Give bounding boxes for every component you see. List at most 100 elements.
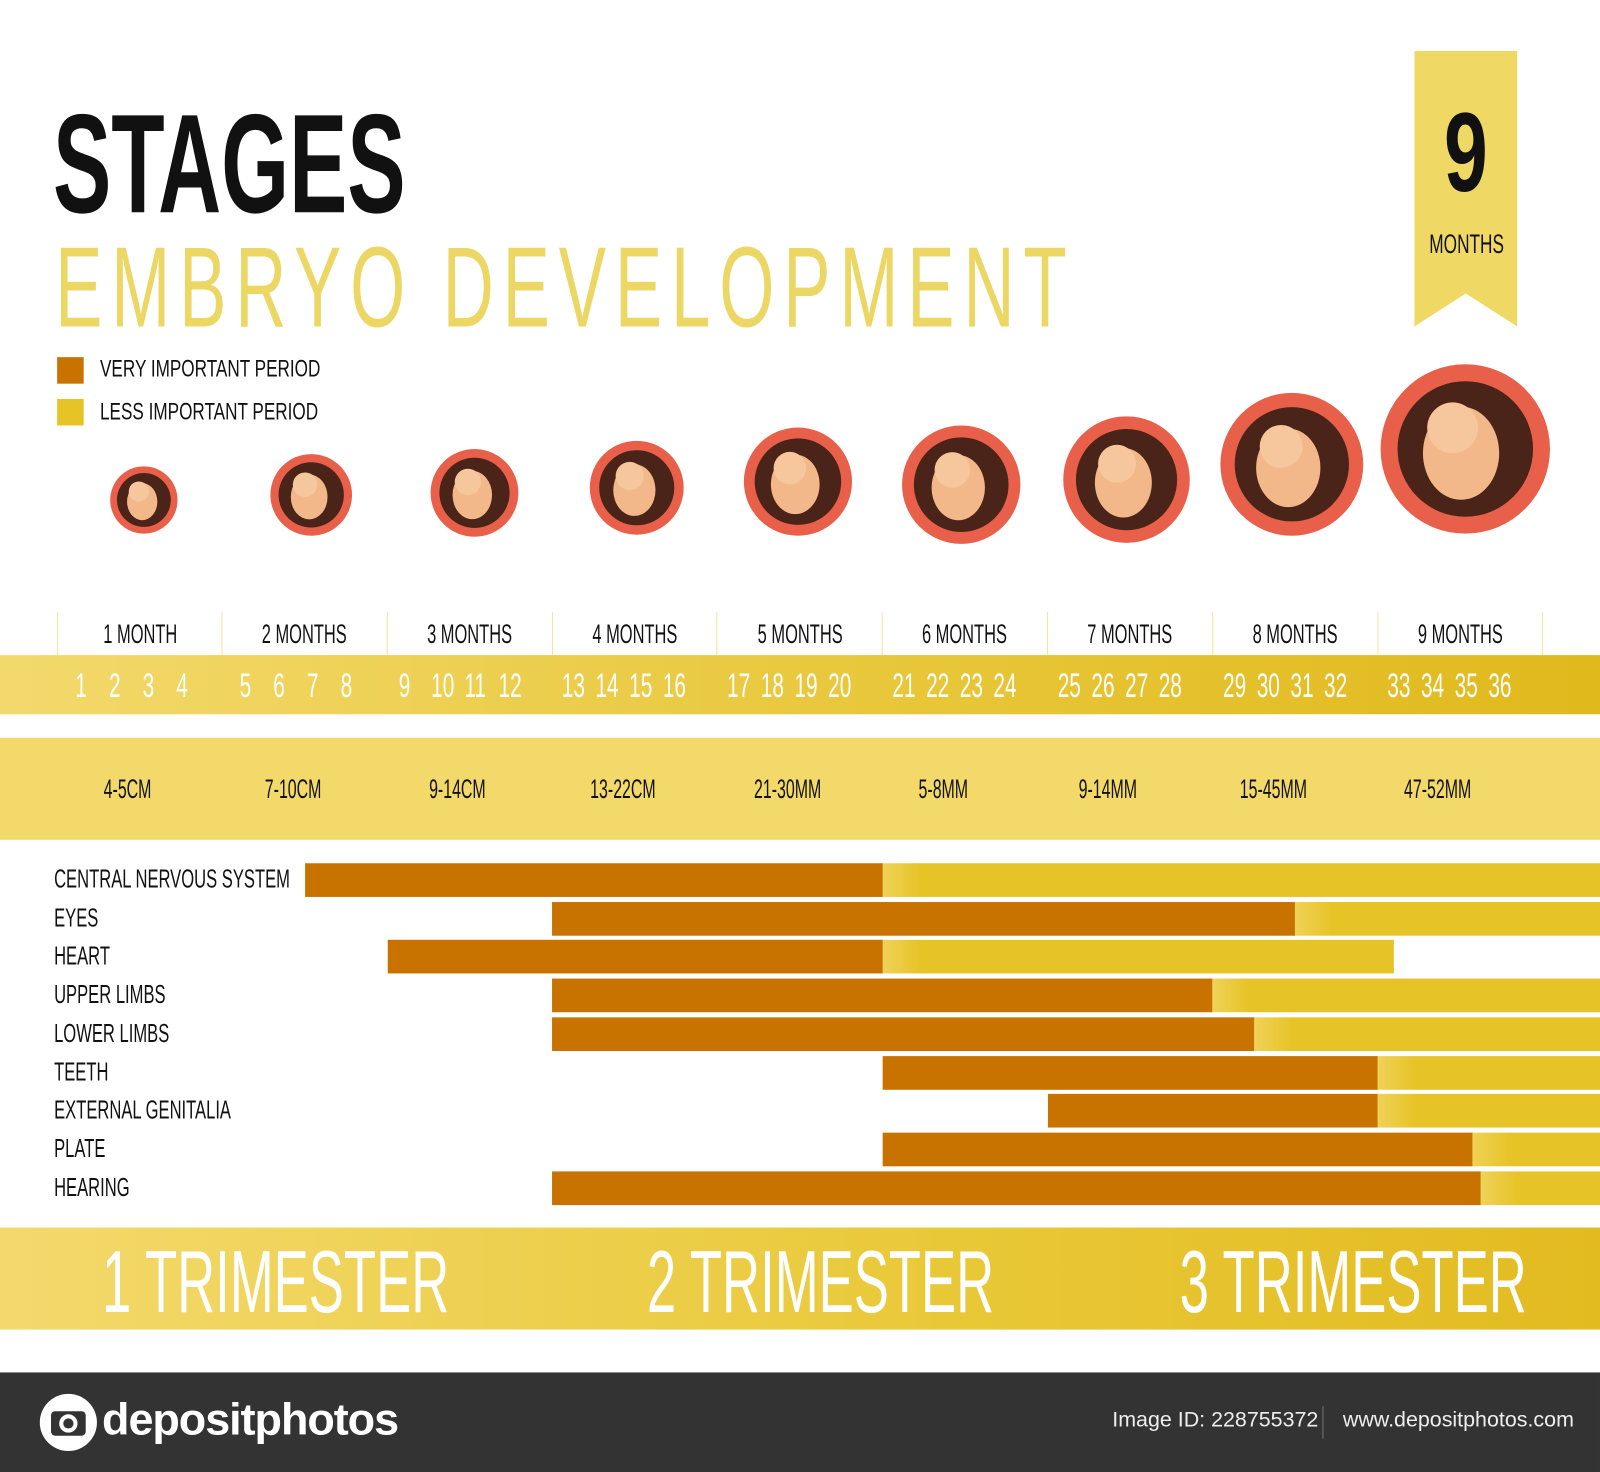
ribbon-label: MONTHS — [1428, 228, 1504, 260]
week-number: 7 — [307, 666, 319, 706]
legend-label-less-important: LESS IMPORTANT PERIOD — [99, 397, 319, 426]
size-label: 15-45MM — [1239, 773, 1307, 805]
organ-label: PLATE — [54, 1134, 106, 1164]
page-title: STAGES — [53, 94, 622, 235]
site-link[interactable]: www.depositphotos.com — [1342, 1408, 1574, 1432]
footer-divider — [1322, 1406, 1324, 1439]
size-label: 13-22CM — [590, 773, 656, 805]
trimester-3-label: 3 TRIMESTER — [1179, 1233, 1527, 1332]
week-number: 21 — [892, 666, 916, 706]
legend-label-very-important: VERY IMPORTANT PERIOD — [99, 355, 321, 383]
week-number: 6 — [273, 666, 286, 706]
embryo-illustrations — [110, 364, 1550, 544]
size-label: 9-14CM — [429, 773, 487, 805]
week-number: 28 — [1158, 666, 1182, 706]
week-number: 11 — [463, 666, 486, 706]
subtitle-text: EMBRYO DEVELOPMENT — [55, 223, 1076, 352]
months-ribbon — [1414, 51, 1518, 327]
week-number: 19 — [794, 666, 818, 706]
title-text: STAGES — [53, 85, 406, 243]
ribbon-number: 9 — [1443, 89, 1488, 216]
month-header: 2 MONTHS — [222, 612, 388, 656]
size-label: 7-10CM — [264, 773, 321, 805]
bar-very-important — [882, 1132, 1473, 1167]
month-header: 1 MONTH — [57, 612, 223, 656]
embryo-month-5-icon — [743, 427, 853, 536]
week-number: 27 — [1124, 666, 1149, 706]
bar-very-important — [1047, 1094, 1378, 1128]
bar-very-important — [387, 940, 883, 974]
week-number: 2 — [108, 666, 121, 706]
footer-bar — [0, 1372, 1600, 1472]
week-number: 10 — [430, 666, 454, 706]
week-number: 8 — [340, 666, 353, 706]
bar-less-important — [1251, 1017, 1600, 1051]
camera-logo-icon — [39, 1393, 97, 1452]
week-number: 31 — [1289, 666, 1314, 706]
month-header: 3 MONTHS — [387, 612, 553, 656]
week-number: 18 — [760, 666, 785, 706]
week-number: 20 — [828, 666, 852, 706]
month-header: 9 MONTHS — [1378, 612, 1544, 656]
page-subtitle: EMBRYO DEVELOPMENT — [55, 223, 1600, 352]
week-number: 24 — [993, 666, 1017, 706]
week-number: 9 — [398, 666, 411, 706]
month-header: 8 MONTHS — [1213, 612, 1379, 656]
week-number: 32 — [1323, 666, 1347, 706]
week-number: 1 — [74, 666, 87, 706]
embryo-month-4-icon — [589, 440, 684, 535]
size-label: 5-8MM — [918, 773, 968, 805]
week-number: 25 — [1057, 666, 1081, 706]
organ-label: UPPER LIMBS — [54, 980, 166, 1010]
organ-label: HEARING — [54, 1173, 130, 1202]
embryo-month-2-icon — [270, 454, 353, 536]
week-number: 35 — [1455, 666, 1479, 706]
trimester-band — [0, 1227, 1600, 1330]
embryo-month-6-icon — [902, 425, 1021, 544]
organ-label: LOWER LIMBS — [54, 1019, 170, 1048]
size-label: 9-14MM — [1078, 773, 1138, 805]
bar-very-important — [882, 1055, 1378, 1090]
week-number: 14 — [595, 666, 620, 706]
week-number: 12 — [498, 666, 522, 706]
size-label: 21-30MM — [754, 773, 822, 805]
month-header: 5 MONTHS — [718, 612, 883, 656]
month-header: 4 MONTHS — [552, 612, 718, 656]
organ-label: EXTERNAL GENITALIA — [54, 1096, 232, 1125]
brand-logo[interactable]: depositphotos — [102, 1394, 399, 1445]
bar-very-important — [552, 1171, 1481, 1205]
week-number: 5 — [239, 666, 252, 706]
embryo-month-3-icon — [430, 448, 519, 537]
legend-swatch-very-important — [57, 357, 84, 384]
week-number: 13 — [562, 666, 586, 706]
week-number: 23 — [959, 666, 983, 706]
embryo-month-7-icon — [1063, 416, 1190, 543]
trimester-2-label: 2 TRIMESTER — [646, 1233, 995, 1332]
organ-label: HEART — [54, 942, 110, 971]
week-number: 36 — [1488, 666, 1512, 706]
week-number: 22 — [926, 666, 950, 706]
bar-less-important — [1470, 1132, 1600, 1167]
bar-less-important — [1375, 1094, 1600, 1128]
embryo-month-8-icon — [1220, 392, 1364, 536]
week-number: 26 — [1091, 666, 1115, 706]
organ-label: EYES — [54, 903, 99, 933]
embryo-month-9-icon — [1380, 364, 1550, 534]
bar-less-important — [880, 863, 1600, 897]
bar-very-important — [552, 901, 1296, 936]
week-number: 34 — [1421, 666, 1445, 706]
trimester-1-label: 1 TRIMESTER — [102, 1233, 450, 1332]
week-number: 33 — [1387, 666, 1411, 706]
week-number: 30 — [1256, 666, 1280, 706]
size-band — [0, 737, 1600, 840]
bar-less-important — [880, 940, 1395, 974]
bar-less-important — [1375, 1055, 1600, 1090]
week-band — [0, 655, 1600, 715]
week-number: 17 — [727, 666, 751, 706]
week-number: 29 — [1222, 666, 1246, 706]
bar-less-important — [1478, 1171, 1600, 1205]
bar-very-important — [552, 978, 1213, 1013]
bar-very-important — [552, 1017, 1254, 1051]
organ-label: TEETH — [54, 1057, 109, 1087]
